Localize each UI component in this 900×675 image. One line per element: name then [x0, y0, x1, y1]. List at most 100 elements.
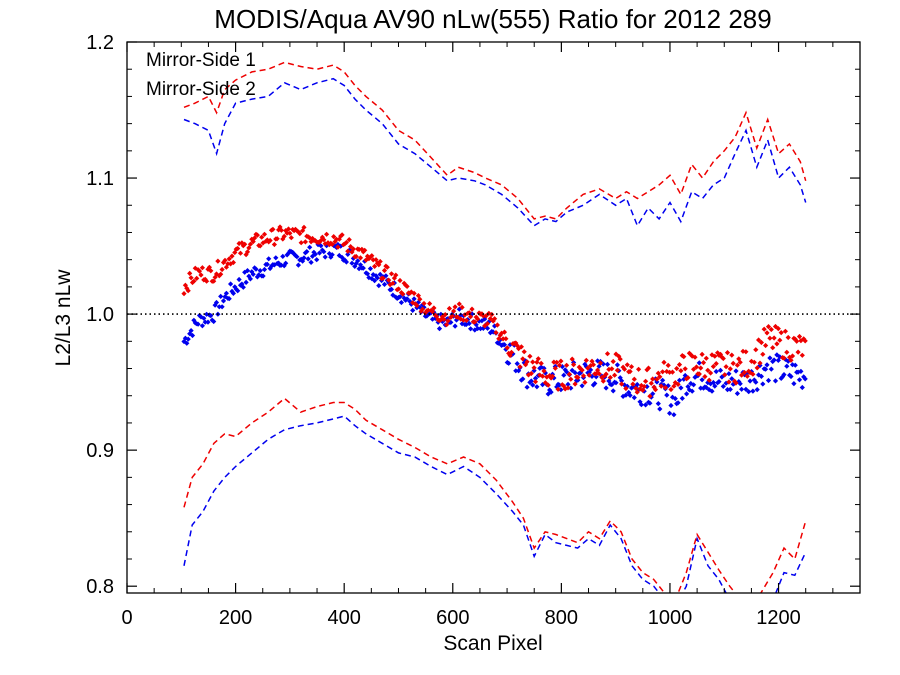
data-point [538, 360, 544, 366]
data-point [801, 336, 807, 342]
data-point [531, 365, 537, 371]
data-point [319, 234, 325, 240]
data-point [727, 386, 733, 392]
data-point [754, 387, 760, 393]
data-point [342, 241, 348, 247]
data-point [524, 384, 530, 390]
data-point [630, 384, 636, 390]
data-point [688, 380, 694, 387]
data-point [688, 352, 694, 358]
data-point [672, 380, 678, 386]
data-point [393, 294, 399, 300]
data-point [267, 237, 273, 244]
data-point [284, 230, 290, 236]
data-point [619, 381, 625, 387]
x-tick-label: 200 [219, 607, 252, 629]
data-point [452, 304, 458, 310]
data-point [427, 301, 433, 307]
data-point [335, 244, 341, 250]
data-point [486, 310, 492, 316]
data-point [674, 365, 680, 372]
data-point [648, 380, 654, 386]
data-point [270, 226, 276, 232]
data-point [407, 298, 413, 304]
data-point [595, 358, 601, 364]
data-point [199, 323, 205, 329]
data-point [540, 373, 546, 379]
plot-frame [126, 41, 861, 594]
data-point [226, 256, 232, 262]
data-point [329, 241, 335, 247]
data-point [397, 277, 403, 284]
data-point [398, 290, 404, 296]
data-point [569, 356, 575, 362]
data-point [304, 249, 310, 255]
data-point [254, 274, 260, 280]
data-point [184, 340, 190, 346]
data-point [667, 369, 673, 375]
data-point [654, 376, 660, 382]
data-point [496, 336, 502, 342]
data-point [772, 378, 779, 384]
data-point [541, 365, 547, 371]
data-point [787, 354, 793, 360]
data-point [586, 372, 592, 378]
data-point [442, 312, 448, 318]
axis-ticks: 0 200 400 600 800 1000 1200 0.8 0.9 1.0 1.1 1.2 [86, 32, 860, 629]
y-tick-label: 1.2 [86, 32, 114, 54]
data-point [350, 246, 356, 252]
data-point [260, 240, 266, 246]
data-point [562, 386, 568, 392]
data-point [740, 348, 746, 354]
data-point [789, 353, 796, 359]
x-tick-label: 400 [327, 607, 360, 629]
data-point [734, 390, 740, 397]
data-point [479, 311, 485, 317]
data-point [703, 355, 709, 361]
data-point [726, 371, 732, 377]
data-point [741, 369, 748, 376]
x-tick-label: 600 [436, 607, 469, 629]
data-point [343, 239, 349, 246]
data-point [484, 321, 491, 327]
data-point [664, 392, 670, 398]
data-point [273, 255, 279, 261]
data-point [436, 326, 443, 332]
data-point [291, 251, 297, 257]
data-point [383, 273, 389, 279]
data-point [775, 326, 781, 332]
data-point [720, 383, 726, 389]
series-2 [181, 61, 808, 593]
data-point [650, 376, 656, 382]
data-point [564, 369, 570, 375]
data-point [345, 248, 351, 254]
data-point [187, 270, 193, 276]
data-point [578, 366, 584, 372]
data-point [208, 313, 214, 319]
plot-data [181, 61, 808, 593]
data-point [417, 304, 423, 310]
data-point [537, 372, 543, 378]
data-point [744, 373, 750, 379]
data-point [705, 367, 711, 373]
data-point [283, 260, 289, 266]
data-point [558, 358, 564, 364]
data-point [561, 372, 567, 378]
legend-item-mirror-side-1: Mirror-Side 1 [146, 50, 256, 71]
data-point [480, 325, 486, 331]
data-point [569, 367, 575, 373]
data-point [367, 254, 373, 260]
data-point [328, 254, 334, 260]
data-point [614, 362, 620, 368]
x-tick-label: 800 [545, 607, 578, 629]
data-point [432, 315, 438, 321]
data-point [404, 296, 410, 302]
data-point [681, 354, 687, 360]
data-point [513, 340, 519, 346]
data-point [246, 245, 252, 251]
data-point [768, 366, 774, 372]
data-point [468, 326, 474, 332]
data-point [517, 364, 523, 370]
data-point [785, 334, 791, 341]
data-point [627, 392, 633, 398]
